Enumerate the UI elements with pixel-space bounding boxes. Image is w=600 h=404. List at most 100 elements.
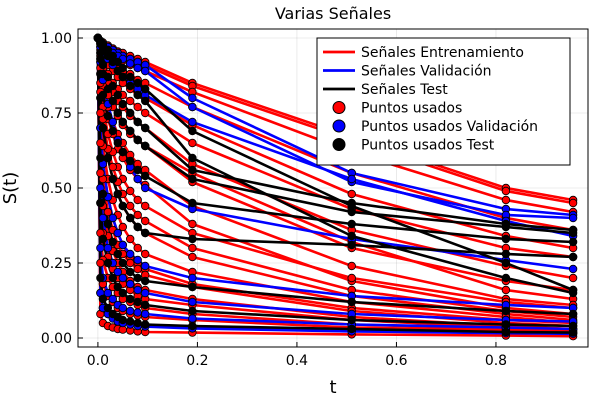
data-point-valid: [118, 240, 127, 250]
data-point-test: [188, 165, 197, 175]
data-point-test: [125, 267, 135, 277]
data-point-test: [347, 207, 356, 217]
data-point-test: [108, 126, 117, 136]
y-axis-label: S(t): [0, 172, 21, 205]
data-point-test: [133, 273, 142, 283]
legend-marker-swatch: [332, 138, 346, 151]
data-point-valid: [188, 297, 197, 307]
data-point-train: [140, 216, 150, 226]
legend-label: Señales Validación: [361, 64, 492, 80]
data-point-test: [347, 231, 356, 241]
series-line-test: [96, 37, 574, 316]
data-point-test: [103, 153, 113, 163]
data-point-train: [96, 108, 105, 118]
legend: Señales Entrenamiento Señales Validación S…: [316, 37, 571, 166]
data-point-test: [108, 237, 117, 247]
data-point-test: [96, 93, 105, 103]
legend-label: Señales Entrenamiento: [361, 45, 524, 61]
data-point-train: [140, 201, 150, 211]
data-point-test: [98, 123, 108, 133]
data-point-valid: [125, 249, 135, 259]
x-tick-label: 0.8: [485, 353, 507, 369]
data-point-train: [501, 285, 511, 295]
data-point-test: [347, 219, 356, 229]
data-point-test: [568, 252, 578, 262]
data-point-valid: [140, 261, 150, 271]
data-point-test: [96, 69, 105, 79]
legend-marker-swatch: [332, 101, 346, 114]
data-point-test: [108, 174, 117, 184]
data-point-test: [98, 234, 108, 244]
data-point-valid: [140, 309, 150, 319]
data-point-valid: [133, 285, 142, 295]
data-point-train: [188, 219, 197, 229]
y-tick-label: 0.25: [41, 256, 72, 272]
chart-title: Varias Señales: [275, 4, 391, 23]
data-point-test: [103, 111, 113, 121]
data-point-test: [118, 315, 127, 325]
data-point-test: [140, 171, 150, 181]
data-point-test: [98, 294, 108, 304]
data-point-test: [108, 96, 117, 106]
data-point-test: [103, 303, 113, 313]
data-point-valid: [140, 66, 150, 76]
data-point-train: [133, 264, 142, 274]
data-point-valid: [188, 314, 197, 323]
data-point-test: [501, 306, 511, 316]
x-tick-label: 0.6: [385, 353, 407, 369]
data-point-train: [188, 138, 197, 148]
data-point-test: [188, 198, 197, 208]
data-point-valid: [125, 59, 135, 68]
data-point-valid: [125, 279, 135, 289]
data-point-test: [347, 315, 356, 325]
data-point-train: [133, 243, 142, 253]
data-point-train: [125, 201, 135, 211]
data-point-valid: [133, 174, 142, 184]
data-point-test: [118, 99, 127, 109]
data-point-test: [568, 288, 578, 298]
data-point-test: [125, 72, 135, 82]
data-point-test: [140, 300, 150, 310]
data-point-train: [568, 198, 578, 208]
data-point-test: [118, 72, 127, 82]
data-point-test: [188, 126, 197, 136]
x-axis-label: t: [329, 377, 336, 398]
data-point-test: [140, 141, 150, 151]
data-point-test: [188, 306, 197, 316]
data-point-valid: [133, 255, 142, 265]
data-point-test: [501, 258, 511, 268]
data-point-train: [103, 207, 113, 217]
data-point-train: [96, 168, 105, 178]
data-point-test: [347, 297, 356, 307]
data-point-test: [140, 96, 150, 106]
data-point-test: [125, 156, 135, 166]
legend-marker-swatch: [332, 119, 346, 133]
data-point-test: [96, 273, 105, 283]
data-point-test: [501, 327, 511, 337]
y-tick-label: 0.50: [41, 181, 72, 197]
data-point-test: [113, 282, 122, 292]
data-point-test: [133, 117, 142, 127]
data-point-valid: [125, 306, 135, 316]
data-point-valid: [140, 288, 150, 298]
data-point-valid: [96, 243, 105, 253]
data-point-test: [133, 297, 142, 307]
data-point-test: [501, 320, 511, 329]
data-point-test: [125, 213, 135, 223]
data-point-test: [501, 249, 511, 259]
legend-label: Señales Test: [361, 82, 448, 98]
series-line-valid: [96, 37, 574, 310]
data-point-train: [133, 210, 142, 220]
data-point-train: [125, 234, 135, 244]
data-point-test: [125, 108, 135, 118]
data-point-test: [96, 153, 105, 163]
data-point-test: [140, 84, 150, 94]
data-point-test: [133, 222, 142, 232]
data-point-test: [347, 198, 356, 208]
data-point-test: [108, 57, 117, 67]
y-tick-label: 0.00: [41, 331, 72, 347]
series-line-train: [96, 37, 574, 325]
data-point-train: [188, 252, 197, 262]
data-point-test: [103, 219, 113, 229]
